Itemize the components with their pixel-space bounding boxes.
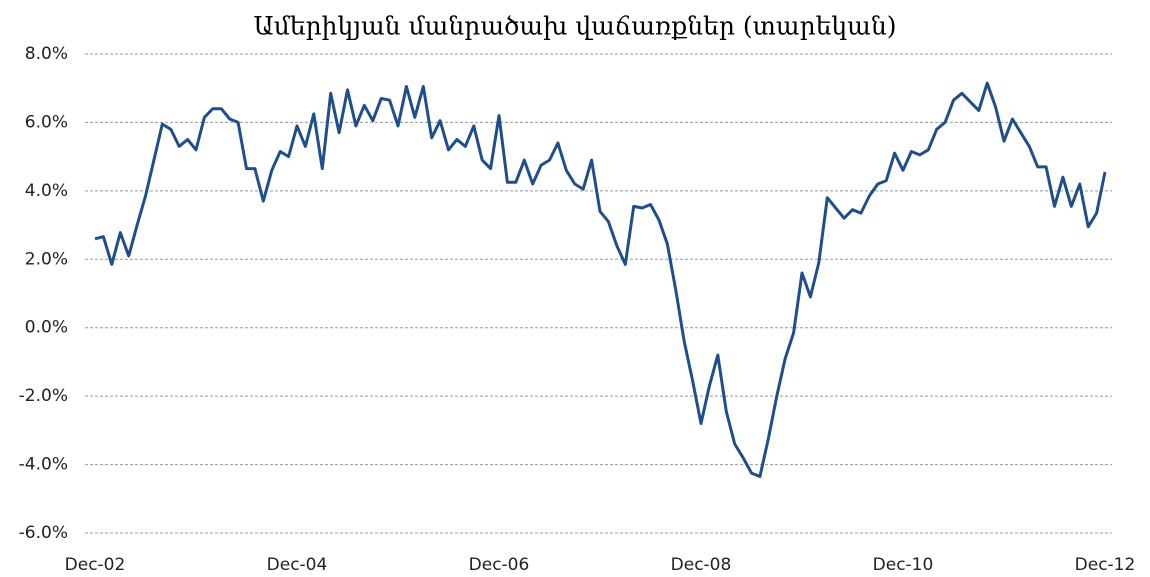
y-tick-label: -6.0% [19, 523, 68, 543]
x-tick-label: Dec-12 [1075, 555, 1136, 575]
x-tick-label: Dec-08 [671, 555, 732, 575]
line [94, 81, 1107, 478]
y-tick-label: 6.0% [25, 112, 68, 132]
y-tick-label: 8.0% [25, 44, 68, 64]
x-tick-label: Dec-04 [267, 555, 328, 575]
chart-title: Ամերիկյան մանրածախ վաճառքներ (տարեկան) [254, 12, 897, 41]
x-tick-label: Dec-06 [469, 555, 530, 575]
y-tick-label: -2.0% [19, 386, 68, 406]
y-tick-label: 0.0% [25, 318, 68, 338]
x-tick-label: Dec-10 [873, 555, 934, 575]
x-tick-label: Dec-02 [65, 555, 126, 575]
y-tick-label: -4.0% [19, 455, 68, 475]
y-tick-label: 2.0% [25, 249, 68, 269]
y-tick-label: 4.0% [25, 181, 68, 201]
